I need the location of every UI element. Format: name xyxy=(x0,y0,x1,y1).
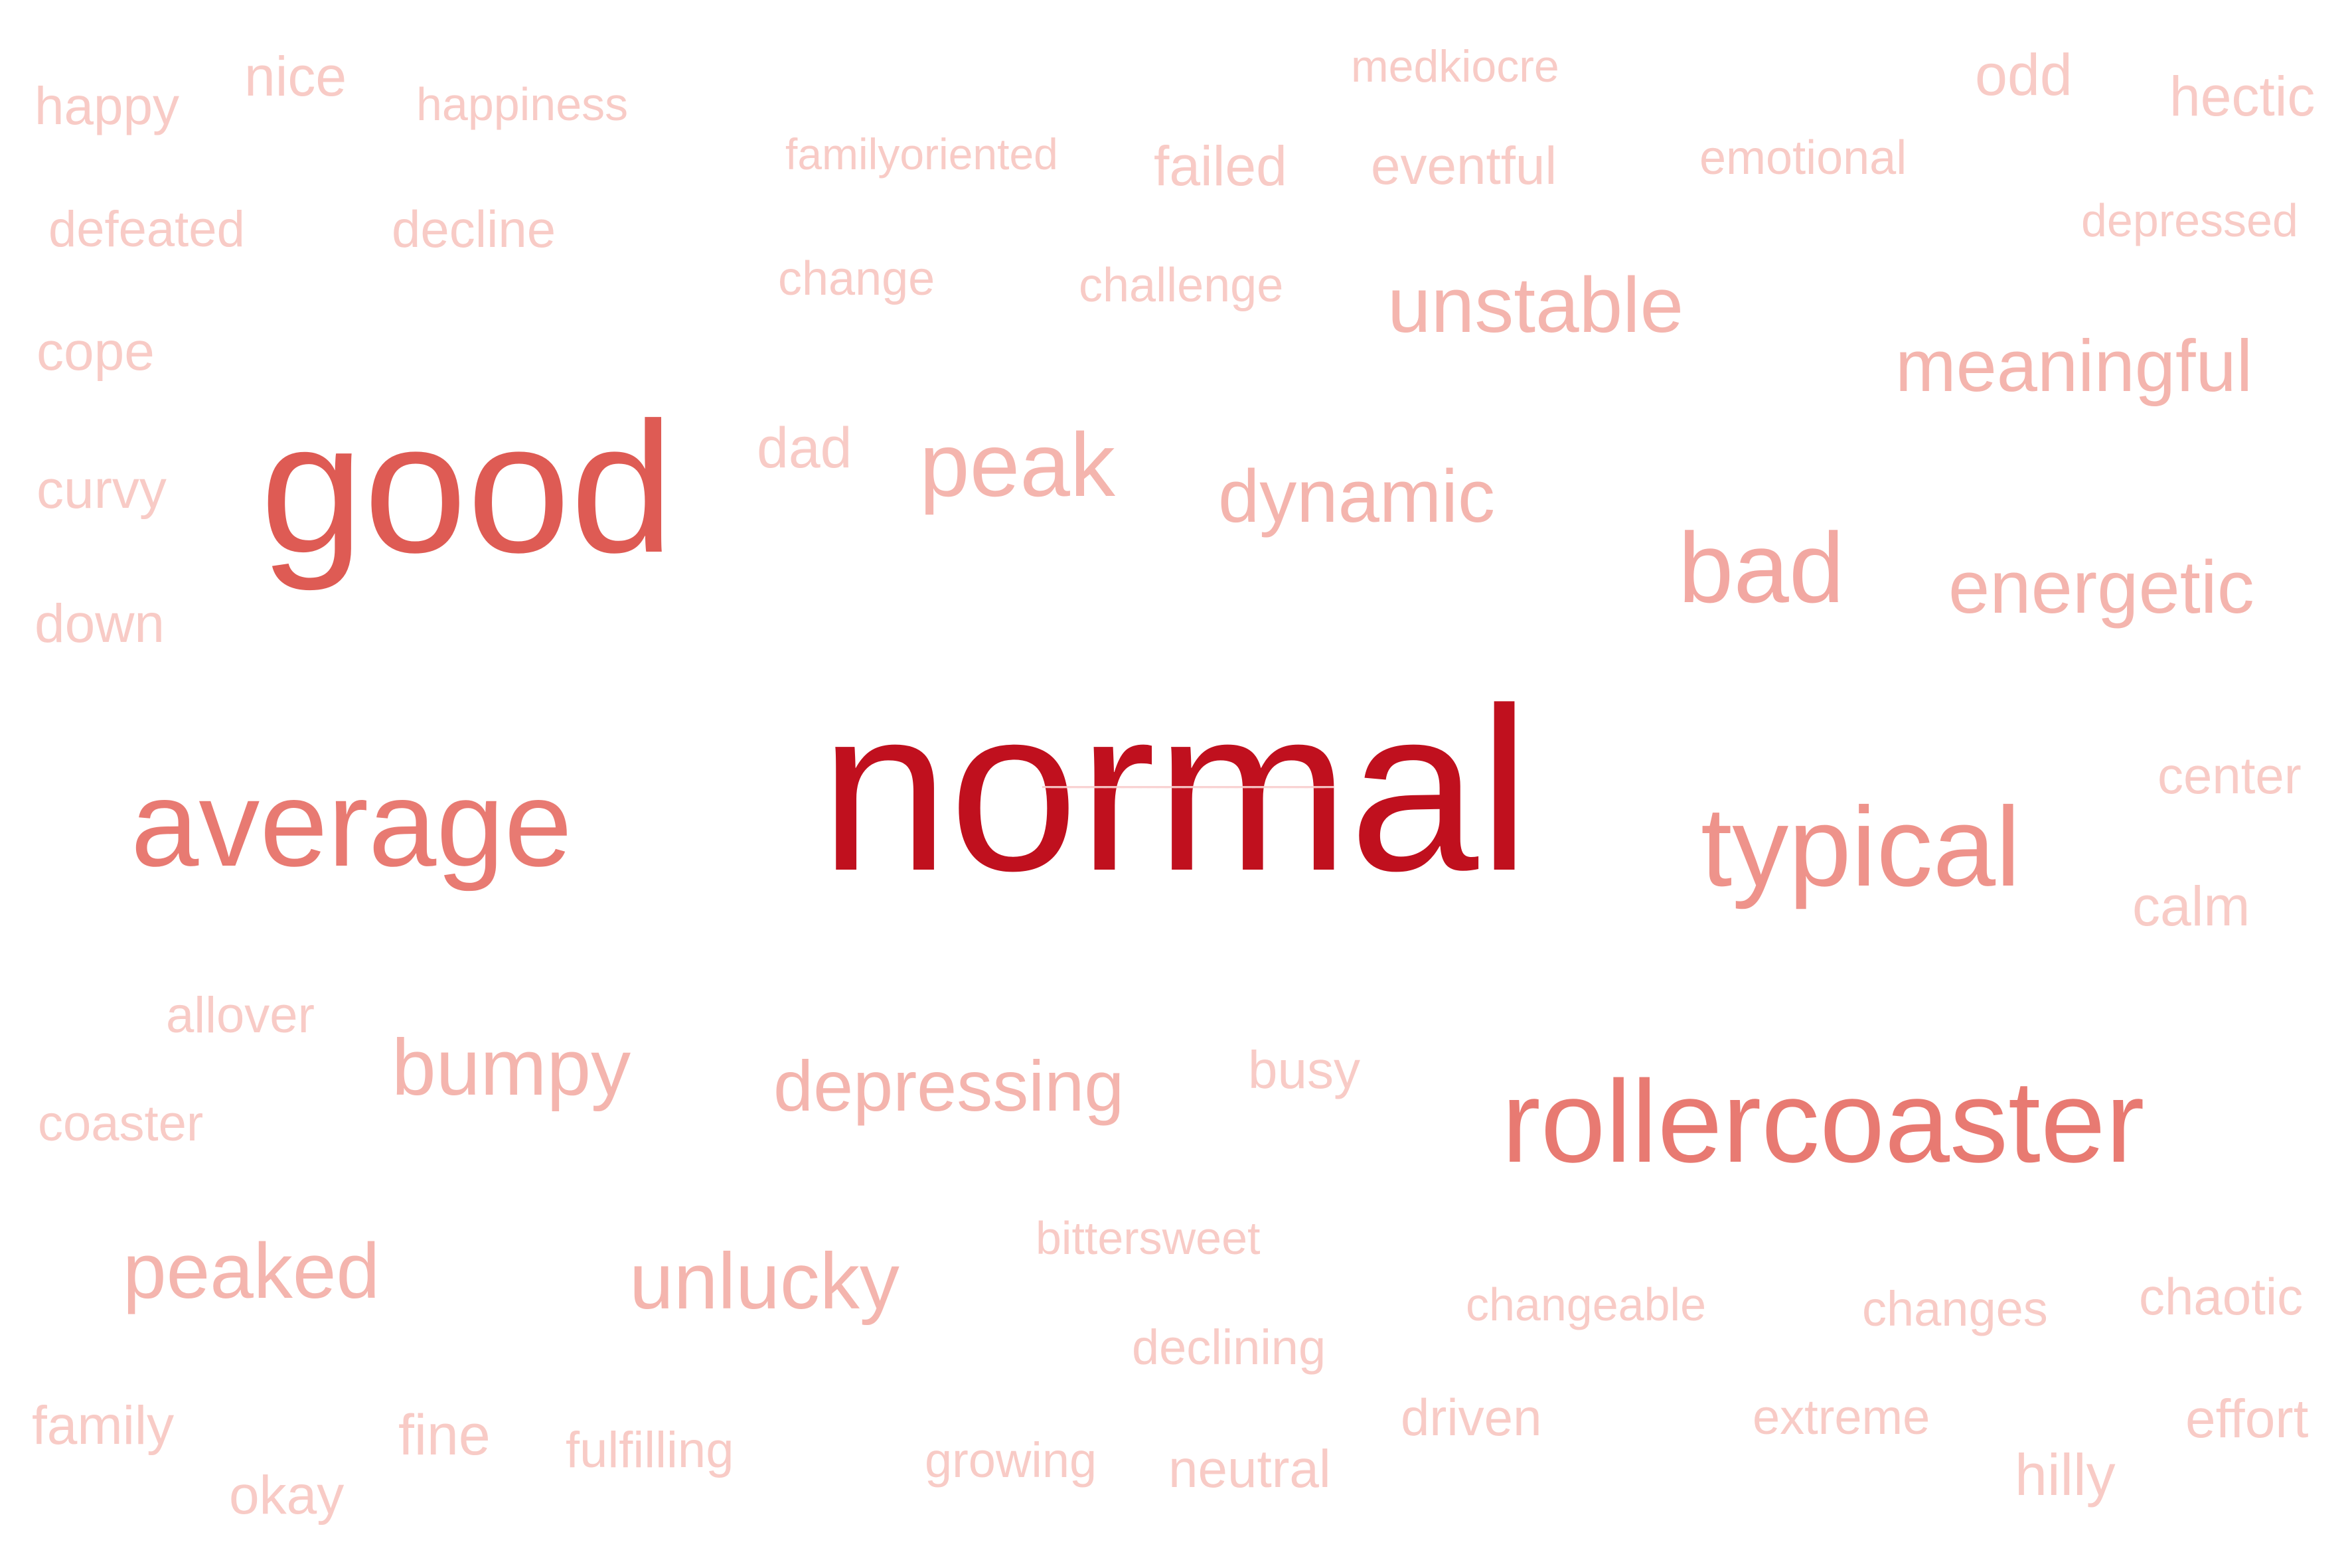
word-center: center xyxy=(2157,746,2302,805)
word-happiness: happiness xyxy=(416,78,629,130)
word-curvy: curvy xyxy=(37,459,167,520)
word-calm: calm xyxy=(2132,875,2250,937)
word-normal: normal xyxy=(820,660,1530,919)
word-typical: typical xyxy=(1701,784,2021,910)
word-family: family xyxy=(32,1395,175,1456)
word-odd: odd xyxy=(1975,42,2073,108)
word-hectic: hectic xyxy=(2169,65,2315,127)
word-effort: effort xyxy=(2185,1389,2309,1449)
word-depressing: depressing xyxy=(773,1046,1125,1126)
word-dad: dad xyxy=(757,416,852,480)
word-allover: allover xyxy=(166,987,315,1044)
word-bad: bad xyxy=(1678,512,1845,623)
word-defeated: defeated xyxy=(48,201,245,258)
word-change: change xyxy=(778,252,935,305)
word-hilly: hilly xyxy=(2015,1442,2116,1508)
word-medkiocre: medkiocre xyxy=(1351,41,1559,92)
word-cope: cope xyxy=(37,321,155,382)
word-neutral: neutral xyxy=(1168,1439,1331,1498)
word-down: down xyxy=(35,593,165,654)
word-rollercoaster: rollercoaster xyxy=(1502,1057,2145,1187)
word-bittersweet: bittersweet xyxy=(1036,1212,1261,1264)
word-good: good xyxy=(260,384,674,591)
word-decline: decline xyxy=(392,200,556,258)
word-changes: changes xyxy=(1862,1281,2048,1336)
word-depressed: depressed xyxy=(2081,195,2298,246)
word-eventful: eventful xyxy=(1371,136,1557,195)
word-coaster: coaster xyxy=(38,1095,204,1152)
word-dynamic: dynamic xyxy=(1218,455,1496,538)
word-nice: nice xyxy=(244,45,347,108)
word-okay: okay xyxy=(229,1465,345,1526)
word-challenge: challenge xyxy=(1079,259,1284,312)
word-chaotic: chaotic xyxy=(2139,1267,2304,1326)
word-bumpy: bumpy xyxy=(392,1023,631,1112)
word-unlucky: unlucky xyxy=(629,1237,900,1326)
overlapping-words-cluster: ──────────────────────────────── xyxy=(1042,770,1334,803)
word-busy: busy xyxy=(1248,1040,1360,1099)
word-fine: fine xyxy=(398,1403,491,1467)
word-declining: declining xyxy=(1132,1320,1326,1375)
word-meaningful: meaningful xyxy=(1895,325,2253,407)
word-driven: driven xyxy=(1401,1388,1542,1447)
word-peak: peak xyxy=(919,414,1115,515)
word-failed: failed xyxy=(1154,135,1287,197)
word-growing: growing xyxy=(925,1433,1097,1488)
word-familyoriented: familyoriented xyxy=(785,129,1058,179)
word-happy: happy xyxy=(35,76,179,135)
word-peaked: peaked xyxy=(123,1227,380,1315)
word-extreme: extreme xyxy=(1753,1389,1930,1445)
word-changeable: changeable xyxy=(1466,1279,1706,1330)
word-energetic: energetic xyxy=(1948,546,2254,629)
word-average: average xyxy=(131,755,572,892)
word-fulfilling: fulfilling xyxy=(566,1422,734,1478)
word-emotional: emotional xyxy=(1699,131,1907,185)
word-unstable: unstable xyxy=(1387,262,1684,349)
